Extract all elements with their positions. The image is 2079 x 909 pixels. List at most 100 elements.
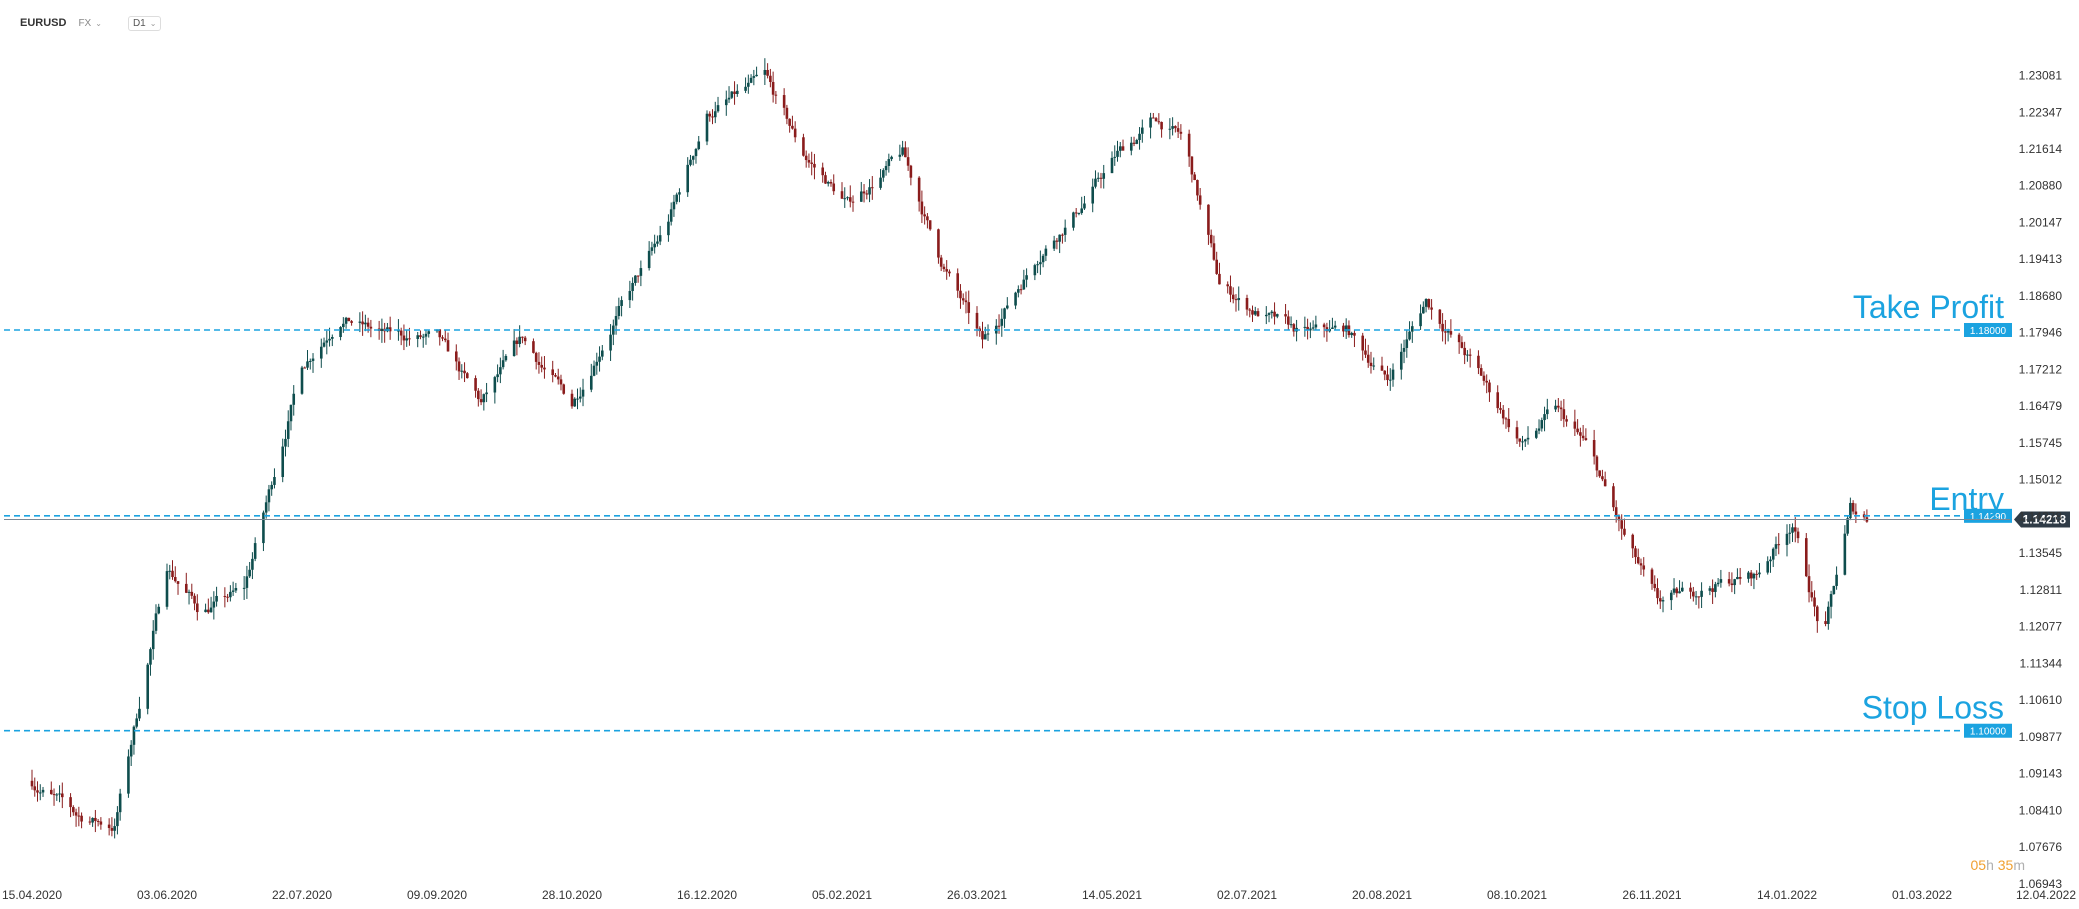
candle [386, 322, 389, 333]
candle [110, 817, 114, 837]
market-selector[interactable]: FX ⌄ [78, 18, 101, 29]
candle [862, 184, 866, 203]
candle [292, 385, 296, 416]
candle [848, 185, 852, 208]
candle [1554, 399, 1557, 412]
candle [1033, 263, 1037, 281]
candle [956, 268, 960, 298]
candle [369, 319, 373, 338]
candle [248, 562, 251, 578]
candle [634, 275, 637, 286]
candle [570, 389, 574, 409]
candle [804, 150, 808, 168]
time-axis: 15.04.2020 03.06.2020 22.07.2020 09.09.2020… [2, 888, 2076, 902]
candle [650, 241, 654, 256]
candle [184, 572, 188, 594]
candle [1827, 601, 1830, 630]
candle [871, 176, 874, 200]
candle [1325, 322, 1329, 342]
candle [1303, 316, 1307, 337]
candle [939, 254, 943, 272]
candle [1149, 112, 1152, 139]
candle [859, 181, 863, 202]
candle [1419, 304, 1422, 330]
candle [1730, 572, 1734, 593]
candle [1747, 570, 1750, 583]
candle [55, 792, 59, 801]
candle [1080, 196, 1083, 215]
candle [209, 596, 213, 613]
candle [1785, 524, 1789, 557]
candle [1749, 570, 1753, 587]
candle [724, 90, 728, 116]
candle [1543, 406, 1546, 432]
candle [421, 333, 425, 348]
candle [1675, 586, 1679, 598]
candle [493, 375, 497, 404]
candle [1733, 578, 1736, 595]
candle [311, 353, 315, 373]
candle [1766, 556, 1770, 575]
candle [598, 346, 601, 372]
candle [1388, 368, 1392, 391]
candle [427, 329, 431, 338]
candle [1614, 500, 1618, 523]
candle [945, 260, 948, 280]
candle [1292, 323, 1296, 337]
candle [595, 352, 599, 375]
candle [1557, 398, 1560, 413]
candle [1661, 596, 1665, 613]
y-tick-label: 1.15745 [2019, 436, 2063, 450]
candle [1074, 208, 1078, 218]
y-tick-label: 1.11344 [2020, 656, 2063, 670]
candle [1504, 417, 1508, 429]
candle [810, 151, 813, 176]
candle [1769, 556, 1772, 573]
candle [94, 809, 97, 833]
candle [289, 404, 293, 431]
candle [1444, 320, 1447, 345]
candle [788, 118, 791, 133]
candle [1237, 286, 1241, 311]
candle [906, 147, 910, 171]
candle [1226, 281, 1230, 294]
candle [1072, 211, 1075, 231]
candle [1758, 563, 1761, 578]
candle [262, 510, 265, 552]
candle [1496, 385, 1500, 414]
candle [1152, 113, 1155, 119]
candle [1171, 117, 1174, 136]
candle [151, 620, 155, 660]
candle [1466, 350, 1469, 362]
y-tick-label: 1.19413 [2019, 252, 2063, 266]
y-tick-label: 1.09877 [2019, 730, 2063, 744]
candle [1218, 262, 1221, 285]
candle [554, 373, 557, 378]
candle [273, 468, 276, 489]
candle [540, 356, 543, 373]
candle [1430, 299, 1433, 320]
candle [1309, 322, 1312, 339]
candle [576, 388, 579, 410]
symbol-label[interactable]: EURUSD [20, 17, 67, 29]
candle [339, 326, 342, 341]
candle [1369, 351, 1373, 374]
candle [306, 350, 309, 370]
candle [573, 397, 577, 407]
timeframe-selector[interactable]: D1 ⌄ [127, 15, 162, 31]
candle [901, 140, 904, 157]
y-tick-label: 1.10610 [2019, 693, 2063, 707]
candle [1843, 525, 1847, 576]
candle [1174, 125, 1177, 133]
current-price-label: 1.14218 [2023, 512, 2067, 526]
x-tick-label: 22.07.2020 [272, 888, 332, 902]
candle [1383, 370, 1387, 381]
candle [424, 329, 428, 345]
candle [1738, 567, 1742, 585]
candle [405, 329, 408, 347]
candle [1347, 320, 1351, 338]
candle [1777, 533, 1781, 555]
price-axis: 1.23081 1.22347 1.21614 1.20880 1.20147 1.194… [2019, 68, 2063, 890]
